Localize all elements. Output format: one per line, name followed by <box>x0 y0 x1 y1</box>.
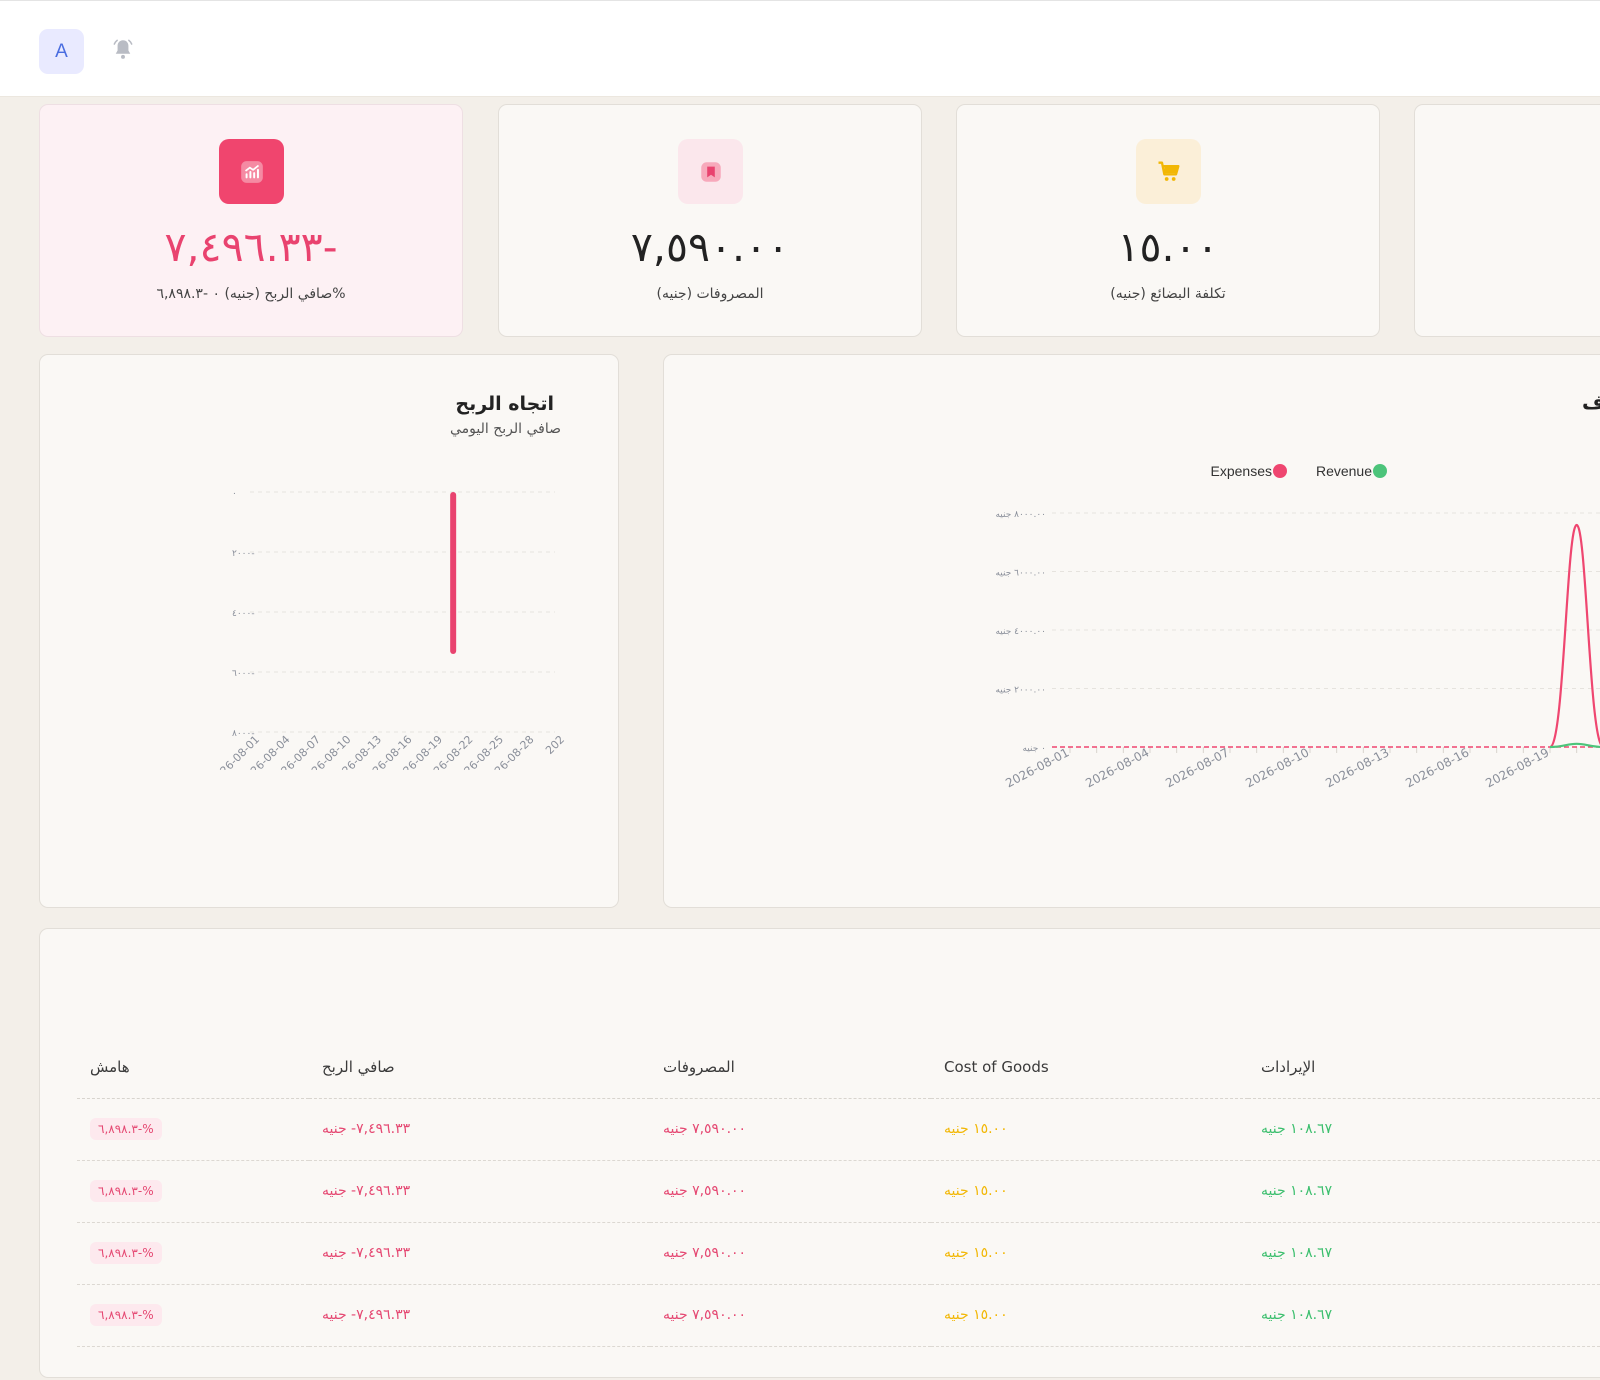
legend-swatch <box>1373 464 1387 478</box>
x-tick-label: 2026-08-19 <box>1483 745 1551 790</box>
x-tick-label: 2026-08-07 <box>1163 745 1231 790</box>
expenses-line <box>1548 523 1600 749</box>
net-profit-cell: ٧,٤٩٦.٣٣- جنيه <box>309 1284 650 1347</box>
column-header-net-profit: صافي الربح <box>309 1036 650 1099</box>
cogs-cell: ١٥.٠٠ جنيه <box>931 1098 1248 1161</box>
expenses-card: ٧,٥٩٠.٠٠ المصروفات (جنيه) <box>498 104 922 337</box>
summary-table: هامش صافي الربح المصروفات Cost of Goods … <box>77 1036 1600 1347</box>
profit-bar <box>450 492 457 654</box>
trend-chart-icon <box>219 139 284 204</box>
net-profit-label: صافي الربح (جنيه) ٠ -٦,٨٩٨.٣% <box>156 286 346 302</box>
margin-cell: ٦,٨٩٨.٣-% <box>77 1098 309 1161</box>
x-tick-label: 202 <box>543 733 567 757</box>
revenue-expenses-panel <box>663 354 1600 908</box>
expenses-label: المصروفات (جنيه) <box>656 286 764 302</box>
cart-icon <box>1136 139 1201 204</box>
expenses-cell: ٧,٥٩٠.٠٠ جنيه <box>650 1098 931 1161</box>
cogs-label: تكلفة البضائع (جنيه) <box>1110 286 1226 302</box>
cogs-card: ١٥.٠٠ تكلفة البضائع (جنيه) <box>956 104 1380 337</box>
net-profit-cell: ٧,٤٩٦.٣٣- جنيه <box>309 1160 650 1223</box>
y-tick-label: ٢٠٠٠- <box>232 549 255 559</box>
net-profit-cell: ٧,٤٩٦.٣٣- جنيه <box>309 1222 650 1285</box>
margin-badge: ٦,٨٩٨.٣-% <box>90 1180 162 1202</box>
revenue-card-partial <box>1414 104 1600 337</box>
y-tick-label: ٢٠٠٠.٠٠ جنيه <box>995 686 1046 696</box>
revenue-expenses-chart: Expenses Revenue ٠ جنيه ٢٠٠٠.٠٠ جنيه ٤٠٠٠.٠٠… <box>995 463 1600 790</box>
table-row[interactable]: ٦,٨٩٨.٣-% ٧,٤٩٦.٣٣- جنيه ٧,٥٩٠.٠٠ جنيه ١… <box>77 1098 1600 1161</box>
table-row[interactable]: ٦,٨٩٨.٣-% ٧,٤٩٦.٣٣- جنيه ٧,٥٩٠.٠٠ جنيه ١… <box>77 1222 1600 1285</box>
y-tick-label: ٨٠٠٠.٠٠ جنيه <box>995 510 1046 520</box>
y-tick-label: ٠ <box>232 489 237 499</box>
x-tick-label: 2026-08-04 <box>1083 745 1151 790</box>
revenue-cell: ١٠٨.٦٧ جنيه <box>1248 1284 1600 1347</box>
expenses-value: ٧,٥٩٠.٠٠ <box>630 223 790 271</box>
x-tick-label: 2026-08-16 <box>1403 745 1471 790</box>
column-header-margin: هامش <box>77 1036 309 1099</box>
top-bar: A <box>0 0 1600 97</box>
table-row[interactable]: ٦,٨٩٨.٣-% ٧,٤٩٦.٣٣- جنيه ٧,٥٩٠.٠٠ جنيه ١… <box>77 1284 1600 1347</box>
revenue-cell: ١٠٨.٦٧ جنيه <box>1248 1160 1600 1223</box>
receipt-icon <box>678 139 743 204</box>
revenue-expenses-title: ف <box>1582 390 1600 414</box>
table-row[interactable]: ٦,٨٩٨.٣-% ٧,٤٩٦.٣٣- جنيه ٧,٥٩٠.٠٠ جنيه ١… <box>77 1160 1600 1223</box>
margin-badge: ٦,٨٩٨.٣-% <box>90 1242 162 1264</box>
margin-badge: ٦,٨٩٨.٣-% <box>90 1118 162 1140</box>
column-header-expenses: المصروفات <box>650 1036 931 1099</box>
expenses-cell: ٧,٥٩٠.٠٠ جنيه <box>650 1222 931 1285</box>
x-tick-label: 2026-08-13 <box>1323 745 1391 790</box>
profit-trend-title: اتجاه الربح <box>455 393 554 415</box>
net-profit-card: ٧,٤٩٦.٣٣- صافي الربح (جنيه) ٠ -٦,٨٩٨.٣% <box>39 104 463 337</box>
cogs-value: ١٥.٠٠ <box>1117 223 1219 271</box>
legend-swatch <box>1273 464 1287 478</box>
column-header-revenue: الإيرادات <box>1248 1036 1600 1099</box>
legend-label: Expenses <box>1211 463 1272 479</box>
expenses-cell: ٧,٥٩٠.٠٠ جنيه <box>650 1160 931 1223</box>
avatar[interactable]: A <box>39 29 84 74</box>
net-profit-cell: ٧,٤٩٦.٣٣- جنيه <box>309 1098 650 1161</box>
cogs-cell: ١٥.٠٠ جنيه <box>931 1160 1248 1223</box>
net-profit-value: ٧,٤٩٦.٣٣- <box>164 223 338 271</box>
y-tick-label: ٦٠٠٠- <box>232 669 255 679</box>
cogs-cell: ١٥.٠٠ جنيه <box>931 1284 1248 1347</box>
revenue-cell: ١٠٨.٦٧ جنيه <box>1248 1098 1600 1161</box>
margin-cell: ٦,٨٩٨.٣-% <box>77 1284 309 1347</box>
revenue-cell: ١٠٨.٦٧ جنيه <box>1248 1222 1600 1285</box>
margin-badge: ٦,٨٩٨.٣-% <box>90 1304 162 1326</box>
profit-trend-subtitle: صافي الربح اليومي <box>449 421 561 437</box>
bell-icon[interactable] <box>110 37 136 63</box>
y-tick-label: ٤٠٠٠- <box>232 609 255 619</box>
cogs-cell: ١٥.٠٠ جنيه <box>931 1222 1248 1285</box>
profit-trend-chart: ٠٢٠٠٠-٤٠٠٠-٦٠٠٠-٨٠٠٠-2026-08-012026-08-0… <box>210 489 567 770</box>
legend-label: Revenue <box>1316 463 1372 479</box>
profit-trend-panel <box>39 354 619 908</box>
margin-cell: ٦,٨٩٨.٣-% <box>77 1160 309 1223</box>
x-tick-label: 2026-08-10 <box>1243 745 1311 790</box>
column-header-cost-of-goods: Cost of Goods <box>931 1036 1248 1099</box>
revenue-line <box>1549 742 1600 749</box>
margin-cell: ٦,٨٩٨.٣-% <box>77 1222 309 1285</box>
y-tick-label: ٠ جنيه <box>1022 744 1046 754</box>
y-tick-label: ٤٠٠٠.٠٠ جنيه <box>995 627 1046 637</box>
y-tick-label: ٦٠٠٠.٠٠ جنيه <box>995 569 1046 579</box>
expenses-cell: ٧,٥٩٠.٠٠ جنيه <box>650 1284 931 1347</box>
y-tick-label: ٨٠٠٠- <box>232 729 255 739</box>
